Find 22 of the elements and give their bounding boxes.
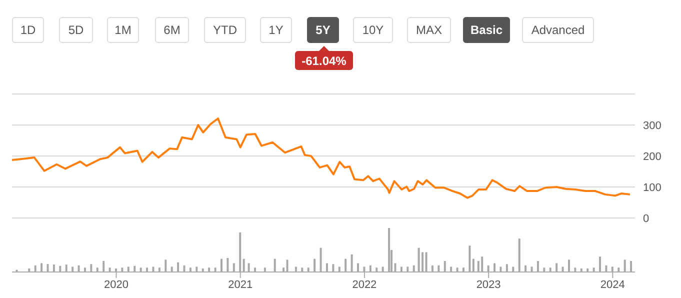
text: 5Y [307,17,339,43]
x-tick-label: 2024 [600,278,625,291]
y-tick-label: 300 [643,120,662,132]
text: 5D [59,17,93,43]
text: 10Y [353,17,393,43]
text: YTD [204,17,246,43]
text: 1M [107,17,139,43]
text: 1D [12,17,44,43]
y-tick-label: 200 [643,150,662,163]
x-tick-label: 2022 [352,278,377,291]
line-series [12,117,632,199]
x-tick-label: 2021 [228,278,253,291]
text: 1Y [260,17,292,43]
text: MAX [407,17,451,43]
y-tick-label: 100 [643,182,662,194]
text: -61.04% [295,51,353,70]
y-tick-label: 0 [643,212,650,225]
text: 6M [155,17,189,43]
text: Basic [463,17,510,43]
x-tick-label: 2020 [104,278,128,291]
text: Advanced [522,17,594,43]
x-tick-label: 2023 [476,278,501,291]
